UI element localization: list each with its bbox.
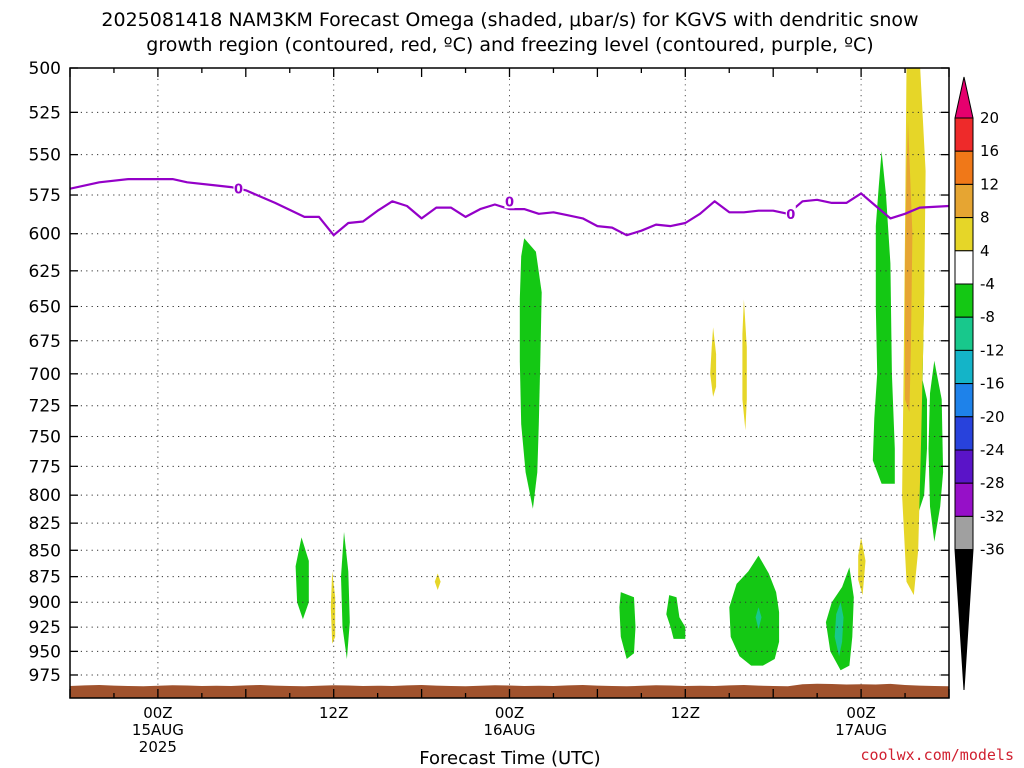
omega-region-1 [295, 537, 309, 620]
freezing-level-layer: 0 0 0 [70, 178, 949, 237]
grid-layer [70, 67, 949, 698]
freezing-label-bg-1 [504, 193, 515, 209]
colorbar-segment-12 [954, 482, 974, 517]
freezing-level-label-1: 0 [505, 195, 514, 210]
omega-region-8 [834, 602, 844, 657]
omega-region-4 [666, 595, 686, 639]
omega-shading-layer [295, 68, 944, 671]
omega-region-0 [519, 238, 542, 509]
ytick-label-750: 750 [29, 428, 61, 448]
ytick-label-850: 850 [29, 541, 61, 561]
colorbar-label-1: 16 [980, 142, 999, 160]
ytick-label-550: 550 [29, 146, 61, 166]
colorbar-label-0: 20 [980, 109, 999, 127]
ytick-label-600: 600 [29, 225, 61, 245]
omega-region-9 [872, 151, 895, 484]
colorbar-segment-6 [954, 283, 974, 318]
freezing-level-label-0: 0 [234, 183, 243, 198]
colorbar-segment-10 [954, 416, 974, 451]
colorbar-segment-3 [954, 183, 974, 219]
ytick-label-675: 675 [29, 332, 61, 352]
ytick-label-700: 700 [29, 365, 61, 385]
ytick-label-650: 650 [29, 297, 61, 317]
omega-region-13 [905, 121, 913, 412]
colorbar-label-7: -12 [980, 341, 1005, 359]
ytick-label-525: 525 [29, 103, 61, 123]
xtick-label-54-1: 17AUG [835, 721, 887, 739]
chart-title-line1: 2025081418 NAM3KM Forecast Omega (shaded… [101, 9, 918, 31]
freezing-label-bg-2 [785, 205, 796, 221]
xtick-label-18-0: 12Z [319, 704, 348, 722]
colorbar-segment-2 [954, 150, 974, 185]
colorbar-label-9: -20 [980, 408, 1005, 426]
pressure-axis: 500 525 550 575 600 625 650 675 700 725 750 775 800 8… [29, 59, 949, 686]
colorbar-segment-9 [954, 383, 974, 418]
colorbar-bottom-arrow [954, 549, 974, 691]
xtick-label-6-1: 15AUG [132, 721, 184, 739]
colorbar-segment-11 [954, 449, 974, 484]
ytick-label-875: 875 [29, 568, 61, 588]
omega-region-16 [710, 327, 717, 397]
colorbar-label-10: -24 [980, 441, 1005, 459]
ytick-label-500: 500 [29, 59, 61, 79]
colorbar-label-8: -16 [980, 375, 1005, 393]
omega-region-5 [729, 555, 780, 666]
omega-region-7 [755, 607, 762, 630]
ytick-label-925: 925 [29, 618, 61, 638]
colorbar-label-12: -32 [980, 507, 1005, 525]
omega-region-3 [619, 592, 636, 659]
x-axis-label: Forecast Time (UTC) [419, 748, 600, 768]
ytick-label-975: 975 [29, 666, 61, 686]
ytick-label-825: 825 [29, 514, 61, 534]
colorbar-label-11: -28 [980, 474, 1005, 492]
ytick-label-575: 575 [29, 186, 61, 206]
colorbar-label-3: 8 [980, 209, 990, 227]
ytick-label-725: 725 [29, 397, 61, 417]
colorbar-segment-13 [954, 515, 974, 551]
xtick-label-30-0: 00Z [495, 704, 524, 722]
colorbar-segment-5 [954, 250, 974, 285]
ytick-label-625: 625 [29, 262, 61, 282]
omega-region-18 [858, 537, 866, 596]
ytick-label-775: 775 [29, 457, 61, 477]
freezing-label-bg-0 [233, 180, 244, 196]
omega-region-2 [341, 531, 350, 659]
freezing-level-label-2: 0 [786, 208, 795, 223]
xtick-label-42-0: 12Z [671, 704, 700, 722]
colorbar-segment-1 [954, 117, 974, 152]
colorbar-label-5: -4 [980, 275, 995, 293]
xtick-label-6-2: 2025 [139, 738, 177, 756]
ytick-label-900: 900 [29, 593, 61, 613]
colorbar: 20 16 12 8 4 -4 -8 -12 -16 -20 -24 -28 -32 -36 [954, 76, 1005, 691]
omega-region-15 [434, 573, 441, 590]
colorbar-label-4: 4 [980, 242, 990, 260]
colorbar-label-2: 12 [980, 175, 999, 193]
colorbar-segment-4 [954, 217, 974, 252]
colorbar-segment-7 [954, 316, 974, 351]
omega-region-17 [742, 299, 747, 431]
omega-region-14 [330, 571, 336, 644]
colorbar-label-13: -36 [980, 541, 1005, 559]
ytick-label-800: 800 [29, 486, 61, 506]
freezing-level-line [70, 178, 949, 237]
colorbar-label-6: -8 [980, 308, 995, 326]
xtick-label-30-1: 16AUG [484, 721, 536, 739]
xtick-label-6-0: 00Z [143, 704, 172, 722]
chart-title-line2: growth region (contoured, red, ºC) and f… [146, 34, 873, 56]
colorbar-segment-8 [954, 349, 974, 385]
xtick-label-54-0: 00Z [846, 704, 875, 722]
ytick-label-950: 950 [29, 642, 61, 662]
watermark: coolwx.com/models [860, 746, 1014, 764]
